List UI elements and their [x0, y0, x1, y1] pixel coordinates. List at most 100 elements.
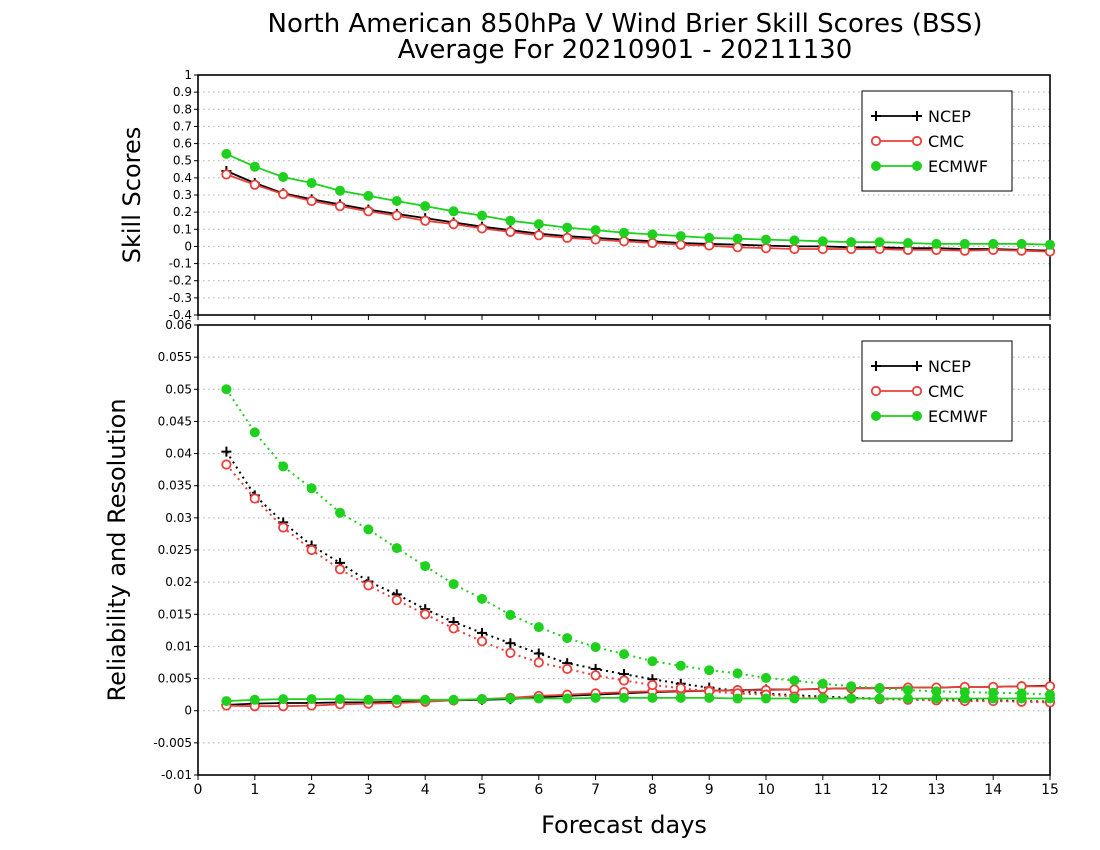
plot-frame: [197, 324, 1051, 776]
data-point-ecmwf-reliability: [306, 694, 317, 705]
data-point-cmc-resolution: [306, 544, 317, 556]
legend-label-ncep: NCEP: [928, 107, 971, 126]
data-point-cmc-resolution: [505, 647, 516, 658]
data-point-ecmwf-resolution: [789, 675, 800, 686]
data-point-cmc-resolution: [647, 679, 658, 691]
data-point-ecmwf-reliability: [249, 694, 260, 705]
data-point-cmc-values: [647, 237, 658, 249]
data-point-ncep-resolution: [533, 648, 544, 659]
data-point-ecmwf-values: [761, 234, 771, 245]
data-point-ecmwf-resolution: [1016, 688, 1027, 699]
x-tick-label: 12: [871, 782, 889, 798]
y-tick-label: 0.4: [173, 171, 192, 185]
data-point-ecmwf-reliability: [562, 693, 573, 704]
data-point-ecmwf-values: [562, 222, 573, 233]
x-tick-label: 13: [927, 782, 945, 798]
legend: NCEP CMC ECMWF: [861, 90, 1013, 192]
data-point-cmc-values: [505, 226, 516, 237]
legend-marker-ecmwf: [871, 161, 881, 171]
legend-marker-cmc: [870, 135, 882, 147]
data-point-ecmwf-values: [931, 238, 942, 249]
legend-marker-ecmwf: [912, 411, 922, 421]
y-tick-label: 0.5: [173, 154, 192, 168]
data-point-cmc-values: [562, 232, 573, 243]
y-tick-label: -0.2: [169, 274, 192, 288]
y-tick-label: 0: [184, 239, 192, 253]
data-point-ecmwf-resolution: [647, 656, 658, 667]
data-point-ncep-resolution: [221, 446, 232, 457]
legend-marker-ncep: [871, 111, 881, 121]
data-point-cmc-resolution: [533, 657, 544, 668]
chart-subtitle: Average For 20210901 - 20211130: [398, 35, 853, 65]
data-point-cmc-resolution: [391, 595, 402, 606]
data-point-cmc-resolution: [618, 675, 630, 686]
data-point-ecmwf-resolution: [420, 561, 431, 572]
y-tick-label: 0.02: [165, 575, 192, 589]
y-tick-label: 0.04: [165, 447, 192, 461]
legend-box: [861, 90, 1013, 192]
y-tick-label: 0: [184, 704, 192, 718]
y-tick-label: 0.05: [165, 382, 192, 396]
y-tick-label: -0.1: [169, 257, 192, 271]
data-point-ecmwf-values: [846, 237, 857, 248]
x-tick-label: 0: [194, 782, 203, 798]
legend: NCEP CMC ECMWF: [861, 340, 1013, 442]
data-point-ecmwf-values: [704, 232, 715, 243]
y-tick-label: 0.3: [173, 188, 192, 202]
legend-label-cmc: CMC: [928, 132, 964, 151]
data-point-ecmwf-resolution: [761, 672, 771, 683]
data-point-ecmwf-reliability: [590, 692, 601, 703]
legend-marker-cmc: [911, 135, 923, 147]
data-point-ecmwf-values: [647, 229, 658, 240]
data-point-ecmwf-resolution: [391, 543, 402, 554]
data-point-ecmwf-resolution: [278, 461, 289, 472]
data-point-ecmwf-values: [874, 237, 885, 248]
x-tick-label: 14: [984, 782, 1002, 798]
data-point-ecmwf-values: [1016, 238, 1027, 249]
legend-marker-cmc: [911, 385, 923, 397]
data-point-ecmwf-resolution: [335, 507, 345, 518]
data-point-cmc-resolution: [249, 493, 260, 504]
data-point-ecmwf-values: [988, 238, 999, 249]
data-point-ecmwf-values: [420, 201, 431, 212]
x-tick-label: 1: [250, 782, 259, 798]
data-point-cmc-values: [675, 239, 686, 250]
x-tick-label: 3: [364, 782, 373, 798]
data-point-ecmwf-values: [448, 206, 459, 217]
data-point-ecmwf-reliability: [704, 692, 715, 703]
data-point-cmc-values: [363, 206, 374, 217]
y-tick-label: 0.2: [173, 205, 192, 219]
data-point-ecmwf-resolution: [590, 642, 601, 653]
y-tick-label: 0.7: [173, 119, 192, 133]
data-point-cmc-values: [334, 201, 346, 212]
legend-marker-ecmwf: [871, 411, 881, 421]
data-point-cmc-values: [476, 223, 488, 234]
y-tick-label: 0.015: [158, 607, 192, 621]
data-point-ecmwf-resolution: [903, 685, 913, 696]
x-tick-label: 4: [421, 782, 430, 798]
y-tick-label: 0.005: [158, 672, 192, 686]
legend-marker-ncep: [912, 361, 922, 371]
data-point-ecmwf-reliability: [221, 696, 232, 707]
legend-marker-ncep: [871, 361, 881, 371]
x-tick-label: 10: [757, 782, 775, 798]
data-point-cmc-values: [590, 234, 601, 245]
data-point-ecmwf-values: [590, 225, 601, 236]
plot-frame: [197, 74, 1051, 316]
data-point-ecmwf-reliability: [647, 692, 658, 703]
data-point-ecmwf-values: [619, 227, 629, 238]
data-point-ecmwf-reliability: [619, 692, 629, 703]
x-axis-label: Forecast days: [541, 811, 707, 839]
data-point-cmc-resolution: [675, 683, 686, 694]
data-point-ecmwf-reliability: [903, 693, 913, 704]
data-point-ecmwf-resolution: [675, 660, 686, 671]
y-tick-label: 0.9: [173, 85, 192, 99]
y-tick-label: 0.055: [158, 350, 192, 364]
data-point-cmc-resolution: [448, 623, 459, 634]
data-point-ecmwf-values: [1045, 239, 1055, 250]
data-point-ecmwf-reliability: [278, 694, 289, 705]
data-point-cmc-resolution: [420, 609, 431, 620]
data-point-ecmwf-resolution: [221, 384, 232, 395]
y-tick-label: -0.005: [153, 736, 192, 750]
legend-marker-cmc: [870, 385, 882, 397]
